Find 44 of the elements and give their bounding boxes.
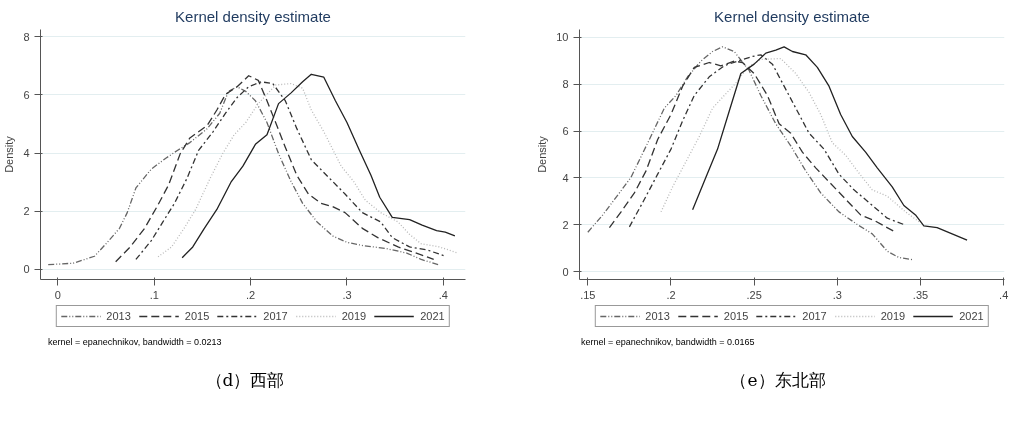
chart-title: Kernel density estimate xyxy=(175,7,331,25)
legend-label: 2021 xyxy=(420,310,445,322)
chart-title: Kernel density estimate xyxy=(714,7,870,25)
y-tick-label: 2 xyxy=(23,205,30,218)
y-tick-label: 10 xyxy=(556,31,569,44)
x-tick-label: .2 xyxy=(246,288,256,301)
y-tick-label: 4 xyxy=(562,171,569,184)
x-tick-label: .1 xyxy=(149,288,159,301)
y-axis-title: Density xyxy=(3,135,16,173)
y-tick-label: 8 xyxy=(562,78,569,91)
x-tick-label: .3 xyxy=(832,288,842,301)
legend-label: 2013 xyxy=(645,310,670,322)
legend-label: 2013 xyxy=(106,310,131,322)
x-tick-label: .2 xyxy=(666,288,676,301)
legend-label: 2019 xyxy=(880,310,906,322)
legend-label: 2017 xyxy=(263,310,288,322)
x-tick-label: .3 xyxy=(342,288,352,301)
line-series xyxy=(47,86,441,266)
text: kernel = epanechnikov, bandwidth = 0.0165 xyxy=(581,336,755,349)
legend-label: 2017 xyxy=(802,310,827,322)
text: kernel = epanechnikov, bandwidth = 0.0213 xyxy=(48,336,222,349)
y-tick-label: 2 xyxy=(562,218,569,231)
legend-label: 2015 xyxy=(723,310,749,322)
text: （d）西部 xyxy=(205,368,285,392)
y-tick-label: 0 xyxy=(562,265,569,278)
y-tick-label: 8 xyxy=(23,30,30,43)
y-tick-label: 0 xyxy=(23,263,30,276)
legend-label: 2019 xyxy=(341,310,367,322)
y-tick-label: 4 xyxy=(23,147,30,160)
x-tick-label: .4 xyxy=(999,288,1009,301)
y-tick-label: 6 xyxy=(562,125,569,138)
legend-label: 2021 xyxy=(959,310,984,322)
legend-label: 2015 xyxy=(184,310,210,322)
x-tick-label: .25 xyxy=(746,288,762,301)
line-series xyxy=(691,46,968,241)
x-tick-label: .35 xyxy=(912,288,929,301)
x-tick-label: 0 xyxy=(54,288,61,301)
x-tick-label: .15 xyxy=(580,288,596,301)
line-series xyxy=(587,46,913,261)
y-tick-label: 6 xyxy=(23,88,30,101)
text: （e）东北部 xyxy=(730,368,826,392)
x-tick-label: .4 xyxy=(438,288,448,301)
line-series xyxy=(660,57,922,224)
y-axis-title: Density xyxy=(536,135,549,173)
